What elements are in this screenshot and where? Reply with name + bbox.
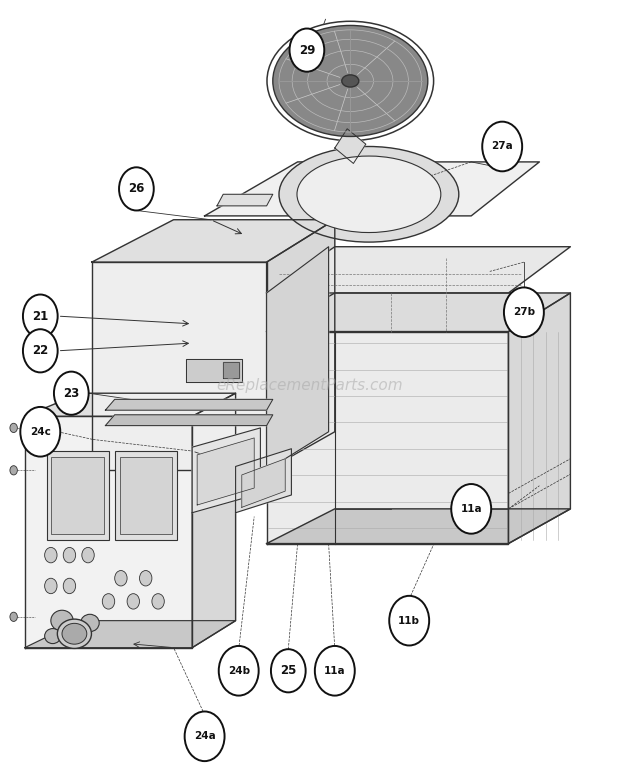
Polygon shape [267, 220, 335, 470]
Text: 24b: 24b [228, 666, 250, 675]
Text: eReplacementParts.com: eReplacementParts.com [216, 378, 404, 393]
Polygon shape [242, 459, 285, 507]
Circle shape [140, 571, 152, 586]
Circle shape [504, 288, 544, 337]
Polygon shape [25, 416, 192, 648]
Ellipse shape [273, 25, 428, 136]
Polygon shape [267, 247, 570, 293]
Circle shape [119, 167, 154, 210]
Polygon shape [25, 621, 236, 648]
Polygon shape [192, 428, 260, 513]
Ellipse shape [62, 623, 87, 645]
Circle shape [23, 295, 58, 338]
Text: 26: 26 [128, 183, 144, 195]
Ellipse shape [267, 22, 433, 140]
Text: 11a: 11a [461, 504, 482, 513]
Circle shape [20, 407, 60, 456]
Ellipse shape [279, 146, 459, 242]
Text: 11a: 11a [324, 666, 345, 675]
Polygon shape [205, 162, 539, 216]
Bar [46, 451, 108, 540]
Ellipse shape [51, 611, 73, 631]
Circle shape [185, 712, 224, 761]
Circle shape [389, 596, 429, 645]
Ellipse shape [45, 628, 61, 644]
Ellipse shape [81, 614, 99, 631]
Polygon shape [267, 247, 329, 470]
Circle shape [219, 646, 259, 695]
Circle shape [482, 122, 522, 171]
Text: 25: 25 [280, 665, 296, 677]
Circle shape [127, 594, 140, 609]
Polygon shape [192, 393, 236, 648]
Circle shape [115, 571, 127, 586]
Circle shape [45, 578, 57, 594]
Circle shape [63, 578, 76, 594]
Ellipse shape [297, 156, 441, 233]
Text: 21: 21 [32, 310, 48, 322]
Polygon shape [267, 293, 570, 332]
Circle shape [271, 649, 306, 692]
Circle shape [45, 547, 57, 563]
Circle shape [23, 329, 58, 372]
Polygon shape [92, 262, 267, 470]
Bar [115, 451, 177, 540]
Text: 27b: 27b [513, 308, 535, 317]
Bar [120, 457, 172, 534]
Circle shape [152, 594, 164, 609]
Text: 29: 29 [299, 44, 315, 56]
Polygon shape [197, 438, 254, 505]
Ellipse shape [342, 75, 359, 87]
Circle shape [315, 646, 355, 695]
Ellipse shape [57, 619, 92, 648]
Circle shape [10, 423, 17, 433]
Polygon shape [92, 220, 335, 262]
Polygon shape [508, 293, 570, 544]
Polygon shape [223, 362, 239, 378]
Polygon shape [186, 359, 242, 382]
Polygon shape [236, 449, 291, 513]
Text: 11b: 11b [398, 616, 420, 625]
Polygon shape [105, 415, 273, 426]
Circle shape [451, 484, 491, 534]
Polygon shape [25, 393, 236, 416]
Circle shape [54, 372, 89, 415]
Circle shape [10, 612, 17, 621]
Circle shape [10, 466, 17, 475]
Text: 22: 22 [32, 345, 48, 357]
Circle shape [63, 547, 76, 563]
Circle shape [102, 594, 115, 609]
Bar [51, 457, 104, 534]
Polygon shape [217, 194, 273, 206]
Polygon shape [335, 129, 366, 163]
Text: 24c: 24c [30, 427, 51, 436]
Circle shape [82, 547, 94, 563]
Circle shape [290, 29, 324, 72]
Text: 27a: 27a [491, 142, 513, 151]
Text: 23: 23 [63, 387, 79, 399]
Polygon shape [105, 399, 273, 410]
Text: 24a: 24a [193, 732, 216, 741]
Polygon shape [267, 332, 508, 544]
Polygon shape [267, 509, 570, 544]
